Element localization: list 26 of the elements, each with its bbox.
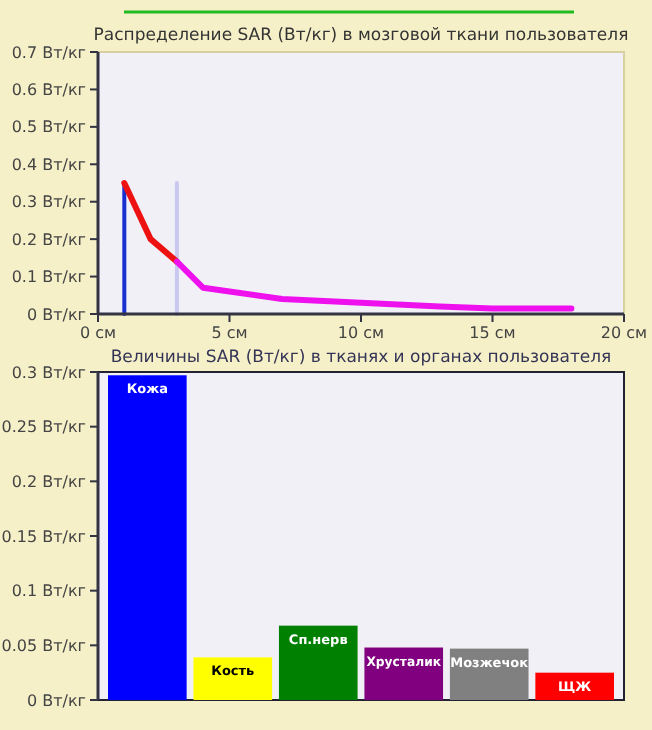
y-tick-label: 0 Вт/кг	[26, 691, 86, 710]
y-tick-label: 0.3 Вт/кг	[11, 363, 86, 382]
y-tick-label: 0.2 Вт/кг	[11, 472, 86, 491]
y-tick-label: 0.2 Вт/кг	[11, 230, 86, 249]
y-tick-label: 0.6 Вт/кг	[11, 81, 86, 100]
bar	[108, 375, 187, 700]
y-tick-label: 0.1 Вт/кг	[11, 268, 86, 287]
chart-title: Величины SAR (Вт/кг) в тканях и органах пользователя	[110, 348, 612, 368]
x-tick-label: 10 см	[337, 324, 385, 342]
y-tick-label: 0.05 Вт/кг	[1, 636, 86, 655]
x-tick-label: 0 см	[79, 324, 117, 342]
y-tick-label: 0.4 Вт/кг	[11, 155, 86, 174]
x-tick-label: 15 см	[469, 324, 516, 342]
x-tick-label: 5 см	[211, 324, 248, 342]
bar	[193, 657, 273, 700]
y-tick-label: 0.7 Вт/кг	[11, 43, 86, 62]
y-tick-label: 0.15 Вт/кг	[1, 527, 86, 546]
chart-title: Распределение SAR (Вт/кг) в мозговой ткани пользователя	[93, 26, 629, 46]
y-tick-label: 0.3 Вт/кг	[11, 193, 86, 212]
y-tick-label: 0.1 Вт/кг	[11, 582, 86, 601]
y-tick-label: 0 Вт/кг	[26, 305, 86, 324]
y-tick-label: 0.5 Вт/кг	[11, 118, 86, 137]
x-tick-label: 20 см	[600, 324, 648, 342]
y-tick-label: 0.25 Вт/кг	[1, 418, 86, 437]
bar	[278, 625, 358, 700]
line-series	[173, 258, 575, 312]
